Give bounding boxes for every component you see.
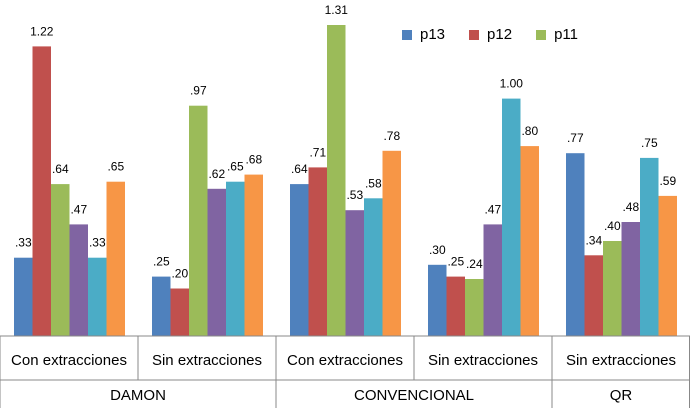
bar-g1-s0	[152, 276, 171, 336]
bar-g4-s5	[658, 195, 677, 336]
bar-g4-s4	[640, 157, 659, 336]
bar-g4-s0	[566, 153, 585, 336]
bar-g3-s2	[465, 279, 484, 336]
category-label-1: Sin extracciones	[152, 352, 262, 369]
data-label-g3-s0: .30	[429, 243, 446, 257]
data-label-g2-s1: .71	[309, 145, 326, 159]
data-label-g0-s1: 1.22	[30, 24, 54, 38]
bar-g3-s4	[502, 98, 521, 336]
legend-label-p11: p11	[554, 26, 578, 43]
bar-g2-s2	[327, 25, 346, 336]
bar-g2-s0	[290, 184, 309, 336]
major-category-label-0: DAMON	[110, 387, 166, 404]
category-label-2: Con extracciones	[287, 352, 403, 369]
bar-g4-s1	[584, 255, 603, 336]
category-label-3: Sin extracciones	[428, 352, 538, 369]
data-label-g2-s3: .53	[346, 188, 363, 202]
data-label-g0-s5: .65	[107, 160, 124, 174]
legend-item-p12: p12	[469, 26, 512, 43]
bar-g2-s3	[345, 210, 364, 336]
data-label-g2-s4: .58	[365, 176, 382, 190]
bar-g0-s0	[14, 257, 33, 336]
data-label-g1-s1: .20	[171, 267, 188, 281]
data-label-g4-s5: .59	[659, 174, 676, 188]
bar-g0-s2	[51, 184, 70, 336]
data-label-g1-s5: .68	[245, 153, 262, 167]
bar-g3-s5	[520, 146, 539, 336]
data-label-g4-s4: .75	[641, 136, 658, 150]
legend-item-p13: p13	[402, 26, 445, 43]
bar-g3-s1	[446, 276, 465, 336]
bar-g1-s5	[244, 174, 263, 336]
data-label-g3-s3: .47	[484, 202, 501, 216]
legend-swatch-p12	[469, 29, 480, 40]
data-label-g2-s5: .78	[383, 129, 400, 143]
legend-label-p12: p12	[487, 26, 513, 43]
data-label-g0-s4: .33	[89, 236, 106, 250]
data-label-g1-s2: .97	[190, 84, 207, 98]
bar-g2-s5	[382, 150, 401, 336]
bar-g2-s4	[364, 198, 383, 336]
bar-g4-s3	[621, 222, 640, 336]
bar-g0-s1	[32, 46, 51, 337]
data-label-g3-s4: 1.00	[500, 77, 524, 91]
bar-g1-s2	[189, 105, 208, 336]
data-label-g3-s5: .80	[521, 124, 538, 138]
data-label-g0-s3: .47	[70, 202, 87, 216]
category-label-0: Con extracciones	[11, 352, 127, 369]
data-label-g0-s0: .33	[15, 236, 32, 250]
bar-g2-s1	[308, 167, 327, 336]
legend-swatch-p13	[402, 29, 412, 40]
bar-g0-s3	[69, 224, 88, 336]
legend-label-p13: p13	[420, 26, 446, 43]
data-label-g1-s3: .62	[208, 167, 225, 181]
data-label-g4-s0: .77	[567, 131, 584, 145]
data-label-g1-s4: .65	[227, 160, 244, 174]
bar-g1-s3	[207, 188, 226, 336]
bar-g4-s2	[603, 241, 622, 336]
bar-g0-s4	[88, 257, 107, 336]
legend-item-p11: p11	[536, 26, 578, 43]
bar-g1-s4	[226, 181, 245, 336]
bar-g3-s0	[428, 264, 447, 336]
legend-swatch-p11	[536, 29, 547, 40]
major-category-label-2: QR	[610, 387, 633, 404]
data-label-g2-s2: 1.31	[325, 3, 349, 17]
data-label-g4-s3: .48	[622, 200, 639, 214]
data-label-g4-s1: .34	[585, 233, 602, 247]
data-label-g0-s2: .64	[52, 162, 69, 176]
bar-g3-s3	[483, 224, 502, 336]
data-label-g3-s1: .25	[447, 255, 464, 269]
data-label-g1-s0: .25	[153, 255, 170, 269]
bar-g0-s5	[106, 181, 125, 336]
legend: p13 p12 p11	[402, 26, 578, 43]
data-label-g4-s2: .40	[604, 219, 621, 233]
major-category-label-1: CONVENCIONAL	[354, 387, 474, 404]
category-label-4: Sin extracciones	[566, 352, 676, 369]
bar-g1-s1	[170, 288, 189, 336]
data-label-g2-s0: .64	[291, 162, 308, 176]
data-label-g3-s2: .24	[466, 257, 483, 271]
